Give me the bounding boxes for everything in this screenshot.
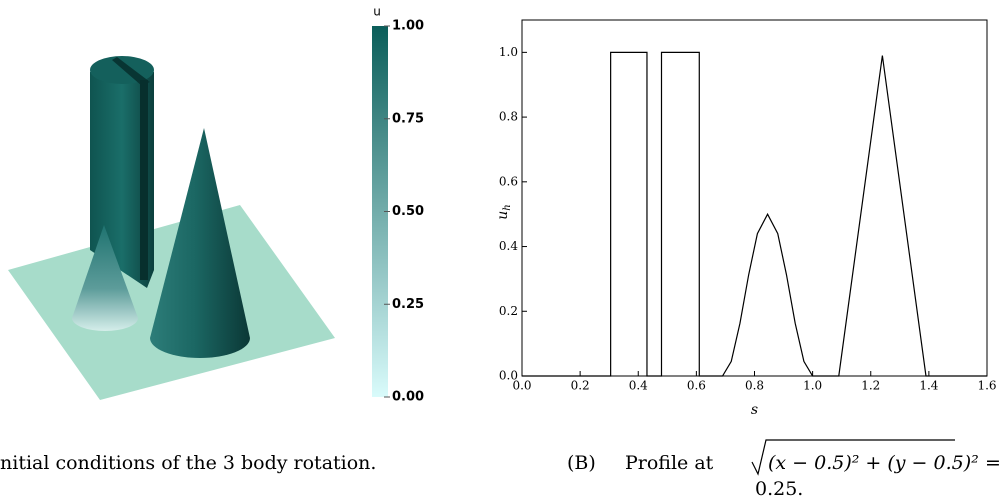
x-tick-label: 1.6 bbox=[977, 379, 996, 393]
y-axis-label: uh bbox=[495, 204, 513, 219]
colorbar-tick-label: 0.75 bbox=[392, 111, 424, 126]
render-3d bbox=[8, 56, 335, 400]
y-tick-label: 0.4 bbox=[499, 239, 518, 253]
plot-frame bbox=[521, 19, 988, 377]
x-tick-label: 0.0 bbox=[512, 379, 531, 393]
y-tick-label: 0.6 bbox=[499, 174, 518, 188]
profile-line bbox=[522, 51, 987, 377]
caption-tail: 0.25. bbox=[755, 478, 803, 500]
y-axis-label-sub: h bbox=[502, 204, 513, 210]
colorbar-tick-label: 1.00 bbox=[392, 19, 424, 34]
caption-formula: (x − 0.5)² + (y − 0.5)² bbox=[768, 452, 979, 474]
x-tick-label: 1.0 bbox=[803, 379, 822, 393]
caption-text: Profile at bbox=[625, 452, 714, 474]
caption-left: nitial conditions of the 3 body rotation… bbox=[0, 452, 376, 474]
colorbar-tick-label: 0.25 bbox=[392, 297, 424, 312]
caption-equals: = bbox=[985, 452, 1001, 474]
x-tick-label: 0.2 bbox=[571, 379, 590, 393]
colorbar-tick-label: 0.50 bbox=[392, 204, 424, 219]
caption-tag: (B) bbox=[567, 452, 596, 474]
x-tick-label: 0.4 bbox=[629, 379, 648, 393]
slot bbox=[112, 57, 150, 86]
x-tick-label: 1.4 bbox=[919, 379, 938, 393]
x-tick-label: 0.8 bbox=[745, 379, 764, 393]
large-cone bbox=[150, 128, 250, 358]
y-tick-label: 0.8 bbox=[499, 110, 518, 124]
colorbar-label: u bbox=[373, 5, 381, 19]
slot-face bbox=[140, 80, 148, 280]
sqrt-sign bbox=[751, 439, 955, 476]
x-tick-label: 1.2 bbox=[861, 379, 880, 393]
y-tick-label: 1.0 bbox=[499, 45, 518, 59]
y-tick-label: 0.2 bbox=[499, 304, 518, 318]
y-axis-label-main: u bbox=[495, 211, 511, 220]
x-axis-label: s bbox=[751, 402, 758, 418]
y-tick-label: 0.0 bbox=[499, 369, 518, 383]
colorbar-tick-label: 0.00 bbox=[392, 390, 424, 405]
x-tick-label: 0.6 bbox=[687, 379, 706, 393]
small-cone bbox=[72, 225, 138, 331]
